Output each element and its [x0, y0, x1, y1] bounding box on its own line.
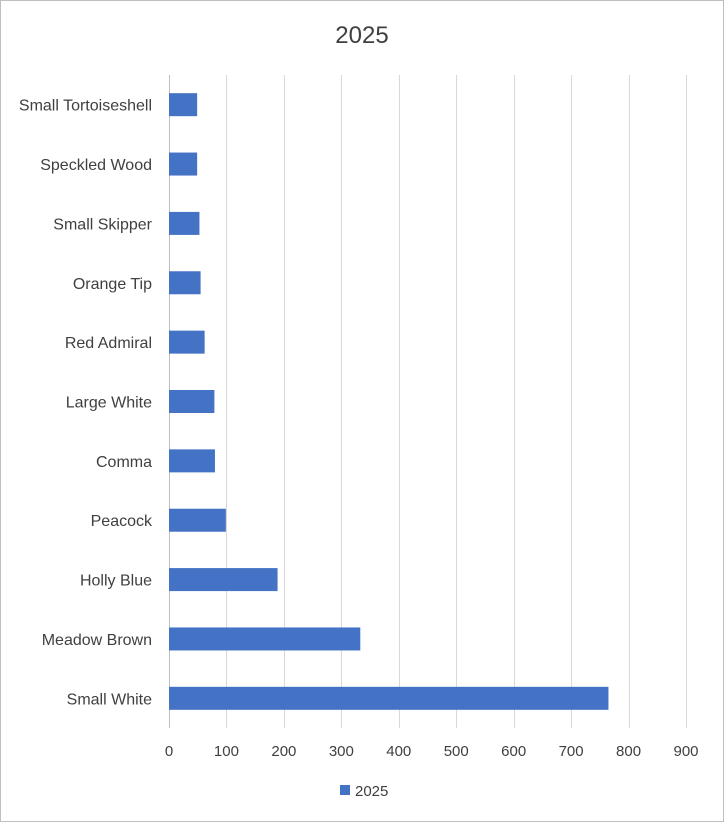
x-tick-label: 100: [214, 743, 239, 760]
x-tick-label: 300: [329, 743, 354, 760]
category-label: Red Admiral: [65, 335, 152, 352]
x-tick-labels: 0 100 200 300 400 500 600 700 800 900: [165, 743, 699, 760]
category-label: Large White: [66, 395, 152, 412]
bar: [169, 271, 201, 295]
x-tick-label: 900: [673, 743, 698, 760]
category-label: Comma: [96, 454, 152, 471]
category-label: Small Skipper: [53, 216, 152, 233]
category-label: Holly Blue: [80, 573, 152, 590]
category-label: Peacock: [91, 513, 153, 530]
bar: [169, 390, 215, 413]
bar: [169, 627, 361, 651]
gridlines: [169, 75, 687, 728]
legend: 2025: [340, 783, 388, 800]
bar: [169, 568, 278, 592]
x-tick-label: 400: [386, 743, 411, 760]
bar: [169, 93, 198, 117]
category-label: Orange Tip: [73, 276, 152, 293]
x-tick-label: 0: [165, 743, 173, 760]
chart-title: 2025: [335, 22, 388, 49]
legend-swatch: [340, 785, 350, 795]
bar: [169, 449, 215, 473]
x-tick-label: 600: [501, 743, 526, 760]
x-tick-label: 700: [559, 743, 584, 760]
bars: [169, 93, 609, 710]
x-tick-label: 200: [271, 743, 296, 760]
x-tick-label: 800: [616, 743, 641, 760]
bar: [169, 152, 198, 176]
bar: [169, 686, 609, 710]
category-label: Meadow Brown: [42, 632, 152, 649]
category-label: Speckled Wood: [40, 157, 152, 174]
bar: [169, 211, 200, 235]
legend-label: 2025: [355, 783, 388, 800]
category-label: Small Tortoiseshell: [19, 98, 152, 115]
x-tick-label: 500: [444, 743, 469, 760]
category-labels: Small White Meadow Brown Holly Blue Peacock…: [19, 98, 153, 709]
bar: [169, 508, 226, 532]
bar: [169, 330, 205, 354]
category-label: Small White: [67, 691, 152, 708]
